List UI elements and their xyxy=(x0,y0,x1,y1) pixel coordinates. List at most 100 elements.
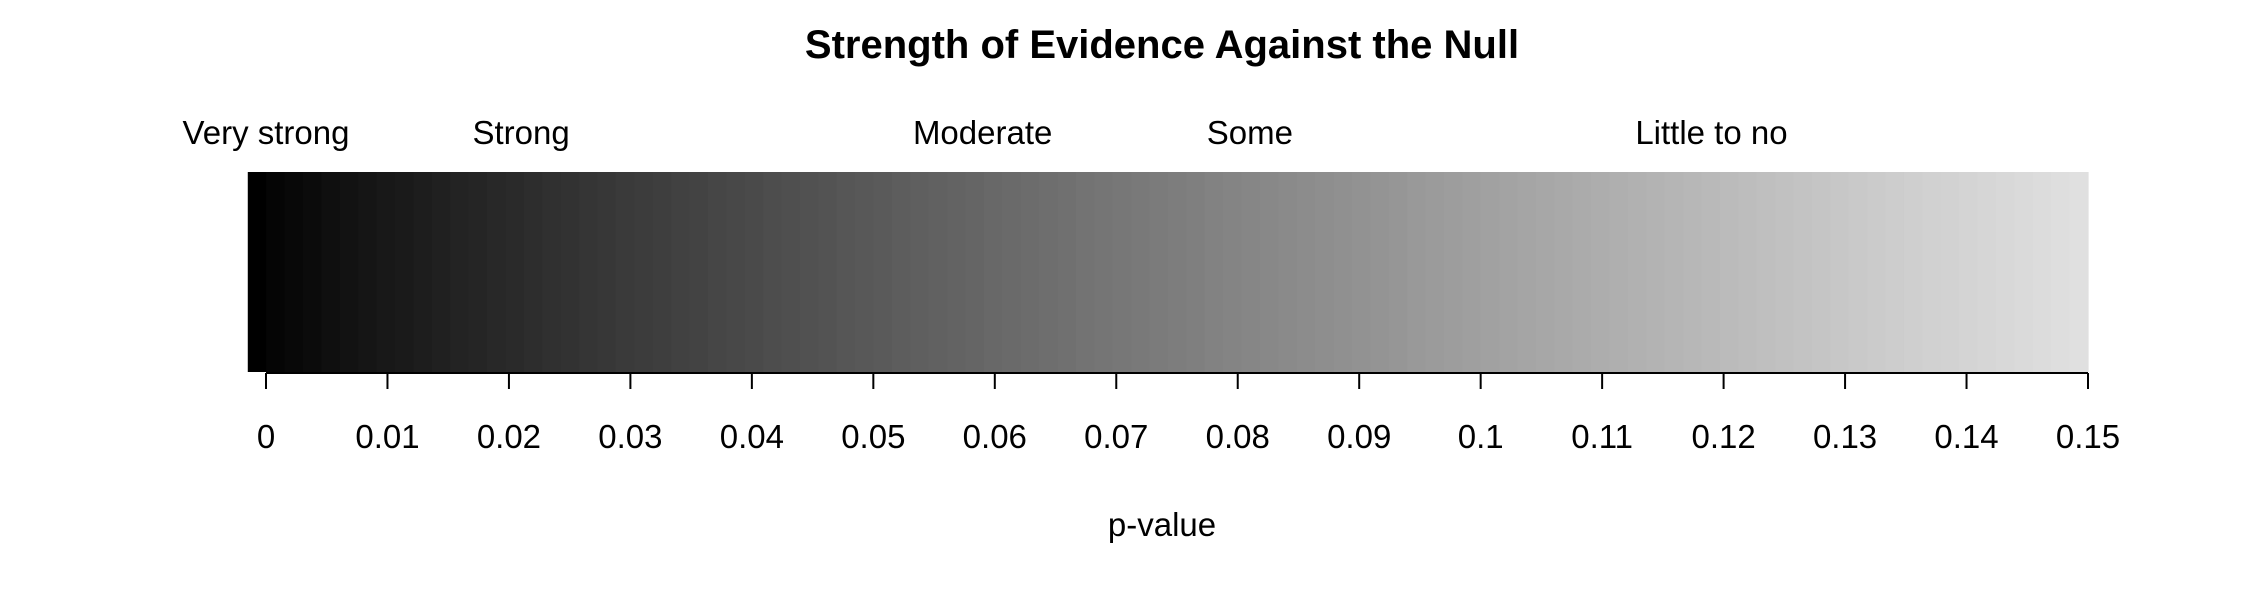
gradient-step xyxy=(799,172,819,372)
gradient-step xyxy=(855,172,875,372)
evidence-band-label: Little to no xyxy=(1635,114,1787,151)
gradient-step xyxy=(2051,172,2071,372)
gradient-step xyxy=(1517,172,1537,372)
gradient-step xyxy=(597,172,617,372)
gradient-step xyxy=(947,172,967,372)
gradient-step xyxy=(266,172,286,372)
gradient-step xyxy=(965,172,985,372)
gradient-step xyxy=(413,172,433,372)
gradient-step xyxy=(523,172,543,372)
gradient-step xyxy=(247,172,267,372)
gradient-step xyxy=(321,172,341,372)
gradient-step xyxy=(1793,172,1813,372)
gradient-step xyxy=(1075,172,1095,372)
gradient-step xyxy=(1388,172,1408,372)
gradient-step xyxy=(1186,172,1206,372)
gradient-step xyxy=(1977,172,1997,372)
gradient-step xyxy=(1572,172,1592,372)
gradient-step xyxy=(983,172,1003,372)
gradient-step xyxy=(1903,172,1923,372)
gradient-step xyxy=(1591,172,1611,372)
gradient-step xyxy=(781,172,801,372)
gradient-step xyxy=(1039,172,1059,372)
gradient-step xyxy=(1241,172,1261,372)
gradient-step xyxy=(1775,172,1795,372)
gradient-step xyxy=(302,172,322,372)
gradient-step xyxy=(1094,172,1114,372)
gradient-step xyxy=(1499,172,1519,372)
x-tick-label: 0.15 xyxy=(2056,418,2120,455)
x-tick-label: 0.05 xyxy=(841,418,905,455)
gradient-step xyxy=(1002,172,1022,372)
gradient-step xyxy=(395,172,414,372)
gradient-step xyxy=(284,172,304,372)
gradient-step xyxy=(1149,172,1169,372)
gradient-step xyxy=(1370,172,1390,372)
gradient-step xyxy=(2032,172,2052,372)
gradient-step xyxy=(615,172,635,372)
x-tick-label: 0 xyxy=(257,418,275,455)
chart-title: Strength of Evidence Against the Null xyxy=(805,23,1519,67)
gradient-step xyxy=(1535,172,1555,372)
gradient-step xyxy=(1719,172,1739,372)
gradient-step xyxy=(450,172,470,372)
gradient-step xyxy=(1407,172,1427,372)
gradient-step xyxy=(1811,172,1831,372)
x-tick-label: 0.08 xyxy=(1206,418,1270,455)
gradient-step xyxy=(1959,172,1979,372)
gradient-step xyxy=(579,172,599,372)
x-tick-label: 0.04 xyxy=(720,418,784,455)
x-axis: 0 0.01 0.02 0.03 0.04 0.05 0.06 0.07 0.08 0.09 0.1… xyxy=(257,372,2120,455)
gradient-step xyxy=(1664,172,1684,372)
gradient-step xyxy=(2069,172,2089,372)
gradient-step xyxy=(910,172,930,372)
gradient-step xyxy=(1940,172,1960,372)
x-tick-label: 0.13 xyxy=(1813,418,1877,455)
gradient-step xyxy=(1922,172,1942,372)
gradient-step xyxy=(2014,172,2034,372)
gradient-step xyxy=(1627,172,1647,372)
x-tick-label: 0.01 xyxy=(355,418,419,455)
gradient-step xyxy=(671,172,691,372)
gradient-step xyxy=(873,172,893,372)
x-tick-label: 0.03 xyxy=(598,418,662,455)
gradient-step xyxy=(1223,172,1243,372)
x-tick-label: 0.06 xyxy=(963,418,1027,455)
gradient-step xyxy=(505,172,525,372)
x-tick-label: 0.09 xyxy=(1327,418,1391,455)
gradient-step xyxy=(1609,172,1629,372)
evidence-band-label: Very strong xyxy=(183,114,350,151)
gradient-step xyxy=(339,172,359,372)
gradient-step xyxy=(468,172,488,372)
gradient-step xyxy=(1315,172,1335,372)
gradient-step xyxy=(376,172,396,372)
gradient-step xyxy=(1756,172,1776,372)
gradient-step xyxy=(1057,172,1077,372)
gradient-step xyxy=(1683,172,1703,372)
x-tick-label: 0.1 xyxy=(1458,418,1504,455)
x-tick-label: 0.14 xyxy=(1934,418,1998,455)
gradient-step xyxy=(1480,172,1500,372)
gradient-step xyxy=(1351,172,1371,372)
gradient-step xyxy=(726,172,746,372)
gradient-step xyxy=(1995,172,2015,372)
gradient-step xyxy=(1278,172,1298,372)
x-tick-label: 0.02 xyxy=(477,418,541,455)
gradient-step xyxy=(542,172,562,372)
gradient-step xyxy=(689,172,709,372)
gradient-step xyxy=(652,172,672,372)
gradient-step xyxy=(1738,172,1758,372)
x-tick-label: 0.11 xyxy=(1571,418,1633,455)
evidence-band-labels: Very strong Strong Moderate Some Little to n… xyxy=(183,114,1788,151)
gradient-step xyxy=(1020,172,1040,372)
gradient-bar xyxy=(247,172,2089,372)
x-tick-label: 0.07 xyxy=(1084,418,1148,455)
gradient-step xyxy=(358,172,378,372)
gradient-step xyxy=(431,172,451,372)
gradient-step xyxy=(1425,172,1445,372)
gradient-step xyxy=(1885,172,1905,372)
gradient-step xyxy=(1167,172,1187,372)
gradient-step xyxy=(1131,172,1151,372)
